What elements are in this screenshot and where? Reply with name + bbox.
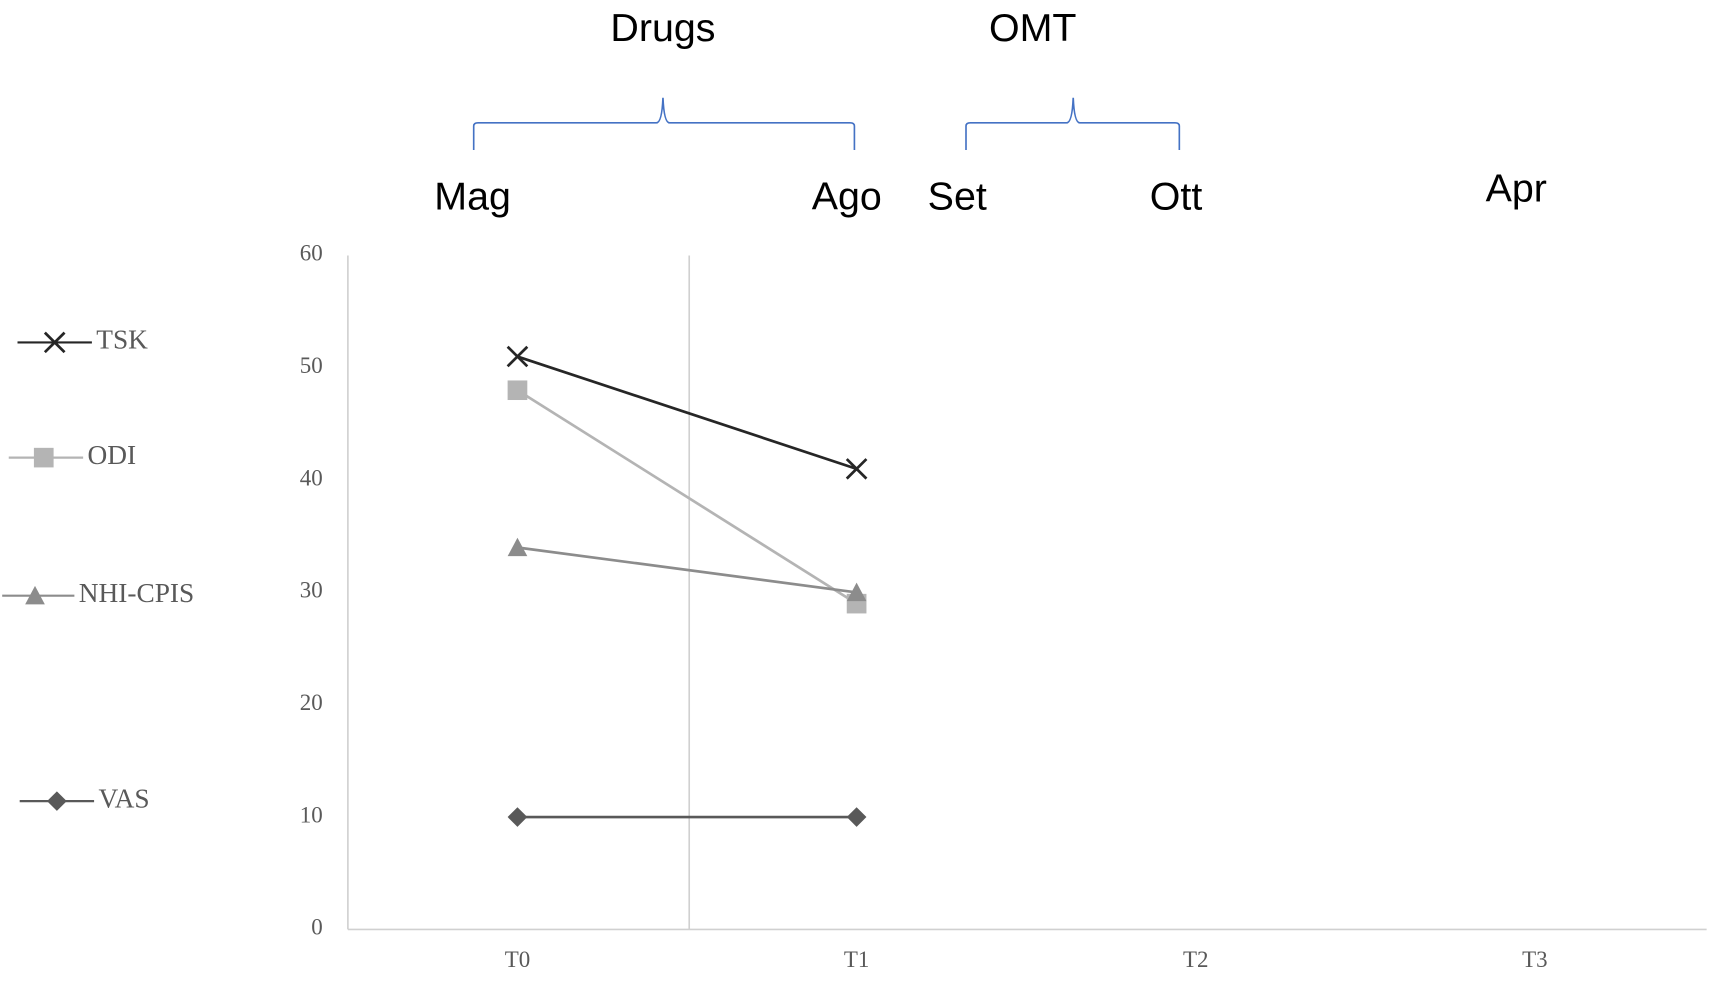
point [506, 345, 529, 368]
legend-marker [47, 791, 67, 811]
legend-label: ODI [88, 440, 137, 470]
annotation: OMT [989, 6, 1077, 50]
point [507, 537, 528, 557]
annotation: Set [928, 174, 987, 218]
y-tick-label: 10 [300, 802, 323, 827]
annotation: Ago [812, 174, 882, 218]
series-line [517, 355, 858, 471]
series-line [516, 389, 858, 605]
legend-label: TSK [96, 325, 148, 355]
brace [472, 97, 856, 151]
annotation: Mag [434, 174, 511, 218]
x-tick-label: T2 [1183, 947, 1209, 972]
y-tick-label: 60 [300, 241, 323, 266]
x-tick-label: T3 [1522, 947, 1548, 972]
legend-marker [25, 585, 45, 605]
annotation: Apr [1486, 167, 1547, 211]
brace [965, 97, 1181, 151]
y-tick-label: 50 [300, 353, 323, 378]
y-tick-label: 30 [300, 578, 323, 603]
point [845, 458, 868, 480]
chart-body: Drugs OMT Mag Ago Set Ott Apr 0 10 20 30 40 50 60 T0 T1… [2, 6, 1707, 972]
legend-label: NHI-CPIS [79, 578, 194, 608]
x-tick-label: T1 [844, 947, 870, 972]
legend-marker [33, 447, 54, 468]
legend-marker [43, 331, 66, 354]
point [846, 807, 867, 827]
series-line [517, 546, 857, 594]
annotation: Drugs [610, 6, 715, 50]
legend-label: VAS [98, 783, 149, 813]
y-tick-label: 20 [300, 690, 323, 715]
point [846, 582, 867, 602]
point [507, 807, 528, 827]
point [507, 380, 528, 401]
annotation: Ott [1150, 174, 1203, 218]
y-tick-label: 40 [300, 465, 323, 490]
x-tick-label: T0 [505, 947, 531, 972]
y-tick-label: 0 [311, 915, 322, 940]
